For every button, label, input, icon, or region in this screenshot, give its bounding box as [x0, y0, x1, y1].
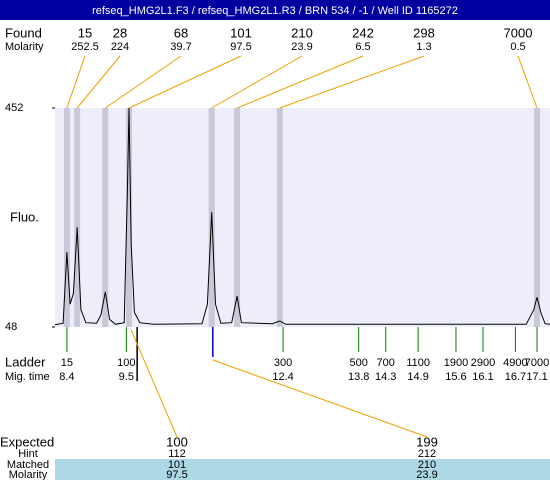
found-size: 242 — [352, 25, 374, 40]
ladder-size: 7000 — [525, 357, 549, 369]
expected-molarity: 97.5 — [166, 469, 187, 480]
highlight-rows — [55, 459, 550, 480]
expected-size: 100 — [166, 434, 188, 449]
ladder-size: 100 — [117, 357, 135, 369]
trace — [54, 107, 550, 326]
title: refseq_HMG2L1.F3 / refseq_HMG2L1.R3 / BR… — [92, 5, 458, 17]
peak-band — [102, 108, 109, 327]
ladder-time: 8.4 — [59, 371, 74, 383]
peak-band — [74, 108, 81, 327]
ladder-time: 16.1 — [472, 371, 493, 383]
ladder-size: 2900 — [471, 357, 495, 369]
peak-connector — [211, 55, 303, 109]
peak-connector — [279, 55, 425, 109]
expected-molarity: 23.9 — [416, 469, 437, 480]
molarity-label: Molarity — [5, 41, 44, 53]
expected-connector — [130, 329, 178, 438]
matched: 101 — [168, 459, 186, 471]
y-tick-label: 48 — [5, 321, 17, 333]
ladder-time: 14.9 — [407, 371, 428, 383]
ladder-time: 13.8 — [348, 371, 369, 383]
peak-band — [63, 108, 70, 327]
hint: 212 — [418, 448, 436, 460]
peak-connector — [517, 55, 538, 109]
ladder-size: 15 — [61, 357, 73, 369]
expected-label: Expected — [0, 434, 54, 449]
found-size: 15 — [78, 25, 92, 40]
peak-connector — [104, 55, 182, 109]
peak-connector — [128, 55, 242, 109]
ladder-size: 1900 — [444, 357, 468, 369]
peak-connector — [236, 55, 364, 109]
expected-connector — [212, 359, 428, 438]
found-molarity: 39.7 — [170, 41, 191, 53]
peak-connector — [66, 55, 86, 109]
ladder-time: 14.3 — [375, 371, 396, 383]
matched-label: Matched — [7, 459, 49, 471]
found-size: 101 — [230, 25, 252, 40]
peak-connector — [76, 55, 121, 109]
ladder-size: 300 — [274, 357, 292, 369]
ladder-time: 9.5 — [119, 371, 134, 383]
found-size: 298 — [413, 25, 435, 40]
plot-area — [55, 108, 550, 327]
hint-label: Hint — [18, 448, 38, 460]
found-molarity: 97.5 — [230, 41, 251, 53]
found-size: 28 — [113, 25, 127, 40]
found-size: 68 — [174, 25, 188, 40]
ladder-time: 16.7 — [505, 371, 526, 383]
migtime-label: Mig. time — [5, 371, 50, 383]
ladder-size: 500 — [350, 357, 368, 369]
found-molarity: 0.5 — [510, 41, 525, 53]
header-bar — [0, 0, 550, 20]
hint: 112 — [168, 448, 186, 460]
ladder-time: 15.6 — [445, 371, 466, 383]
peak-band — [534, 108, 541, 327]
found-size: 210 — [291, 25, 313, 40]
found-molarity: 252.5 — [71, 41, 99, 53]
found-molarity: 23.9 — [291, 41, 312, 53]
ladder-label: Ladder — [5, 354, 46, 369]
ladder-size: 700 — [377, 357, 395, 369]
ladder-time: 12.4 — [272, 371, 293, 383]
y-label: Fluo. — [10, 209, 39, 224]
molarity2-label: Molarity — [9, 469, 48, 480]
peak-band — [276, 108, 283, 327]
ladder-time: 17.1 — [526, 371, 547, 383]
y-tick-label: 452 — [5, 102, 23, 114]
peak-band — [234, 108, 241, 327]
peak-band — [126, 108, 133, 327]
ladder-size: 1100 — [406, 357, 430, 369]
found-molarity: 6.5 — [355, 41, 370, 53]
found-size: 7000 — [504, 25, 533, 40]
matched: 210 — [418, 459, 436, 471]
ladder-size: 4900 — [503, 357, 527, 369]
found-molarity: 1.3 — [416, 41, 431, 53]
found-label: Found — [5, 25, 42, 40]
expected-size: 199 — [416, 434, 438, 449]
found-molarity: 224 — [111, 41, 129, 53]
